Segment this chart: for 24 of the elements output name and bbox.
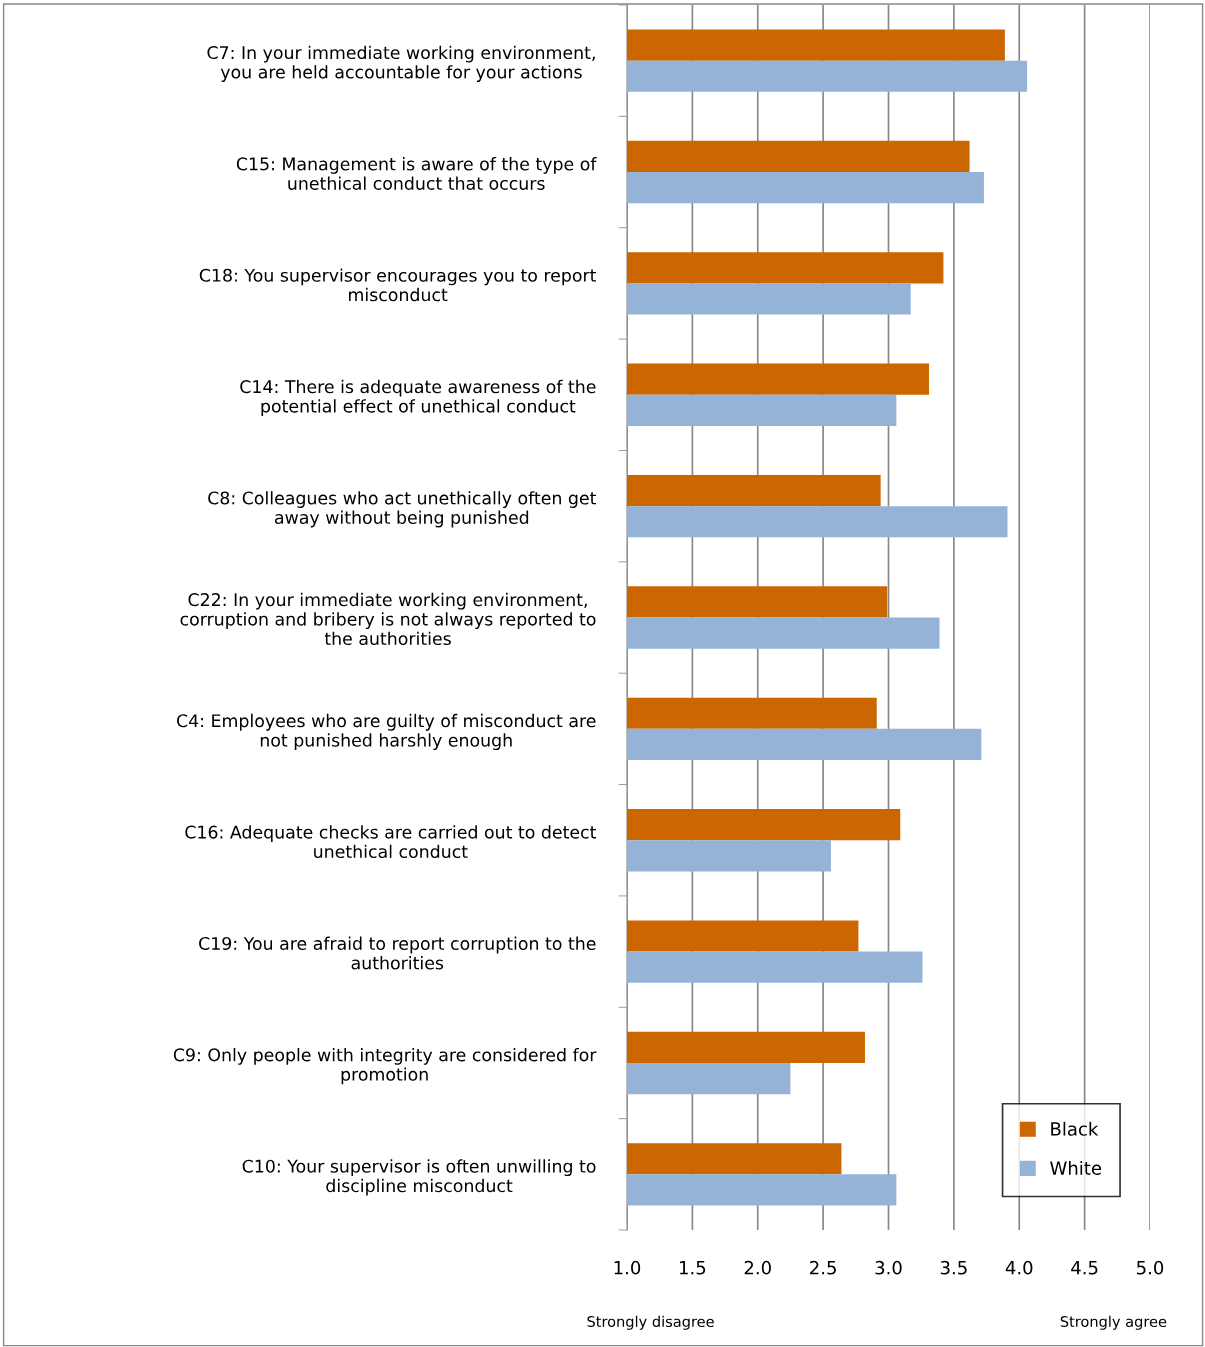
- y-tick-label: C7: In your immediate working environment, you are held accountable for your actions: [207, 45, 595, 82]
- x-tick-label: 3.0: [875, 1260, 902, 1275]
- y-tick-label: C19: You are afraid to report corruption to the authorities: [199, 936, 596, 970]
- y-tick-label: C9: Only people with integrity are considered for promotion: [173, 1047, 597, 1085]
- x-tick-label: 4.0: [1005, 1260, 1033, 1275]
- x-tick-label: 2.0: [744, 1260, 771, 1275]
- y-tick-label: C4: Employees who are guilty of misconduct are not punished harshly enough: [176, 713, 596, 751]
- text: Strongly disagree: [587, 1315, 714, 1330]
- legend-label: White: [1050, 1160, 1102, 1175]
- x-tick-label: 1.5: [680, 1261, 706, 1275]
- x-tick-label: 2.5: [810, 1260, 836, 1275]
- x-tick-label: 4.5: [1071, 1261, 1098, 1275]
- x-tick-label: 1.0: [614, 1260, 641, 1275]
- y-tick-label: C8: Colleagues who act unethically often get away without being punished: [208, 491, 597, 528]
- y-tick-label: C18: You supervisor encourages you to report misconduct: [199, 268, 597, 302]
- y-tick-label: C16: Adequate checks are carried out to detect unethical conduct: [185, 825, 597, 859]
- y-tick-label: C15: Management is aware of the type of unethical conduct that occurs: [236, 157, 597, 190]
- text: Strongly agree: [1060, 1315, 1167, 1330]
- x-tick-label: 5.0: [1137, 1260, 1164, 1275]
- y-tick-label: C22: In your immediate working environment, corruption and bribery is not always reported to the authorities: [180, 592, 596, 646]
- y-tick-label: C10: Your supervisor is often unwilling to discipline misconduct: [242, 1159, 596, 1196]
- legend-label: Black: [1051, 1121, 1099, 1136]
- y-tick-label: C14: There is adequate awareness of the potential effect of unethical conduct: [240, 379, 596, 417]
- x-tick-label: 3.5: [940, 1260, 967, 1275]
